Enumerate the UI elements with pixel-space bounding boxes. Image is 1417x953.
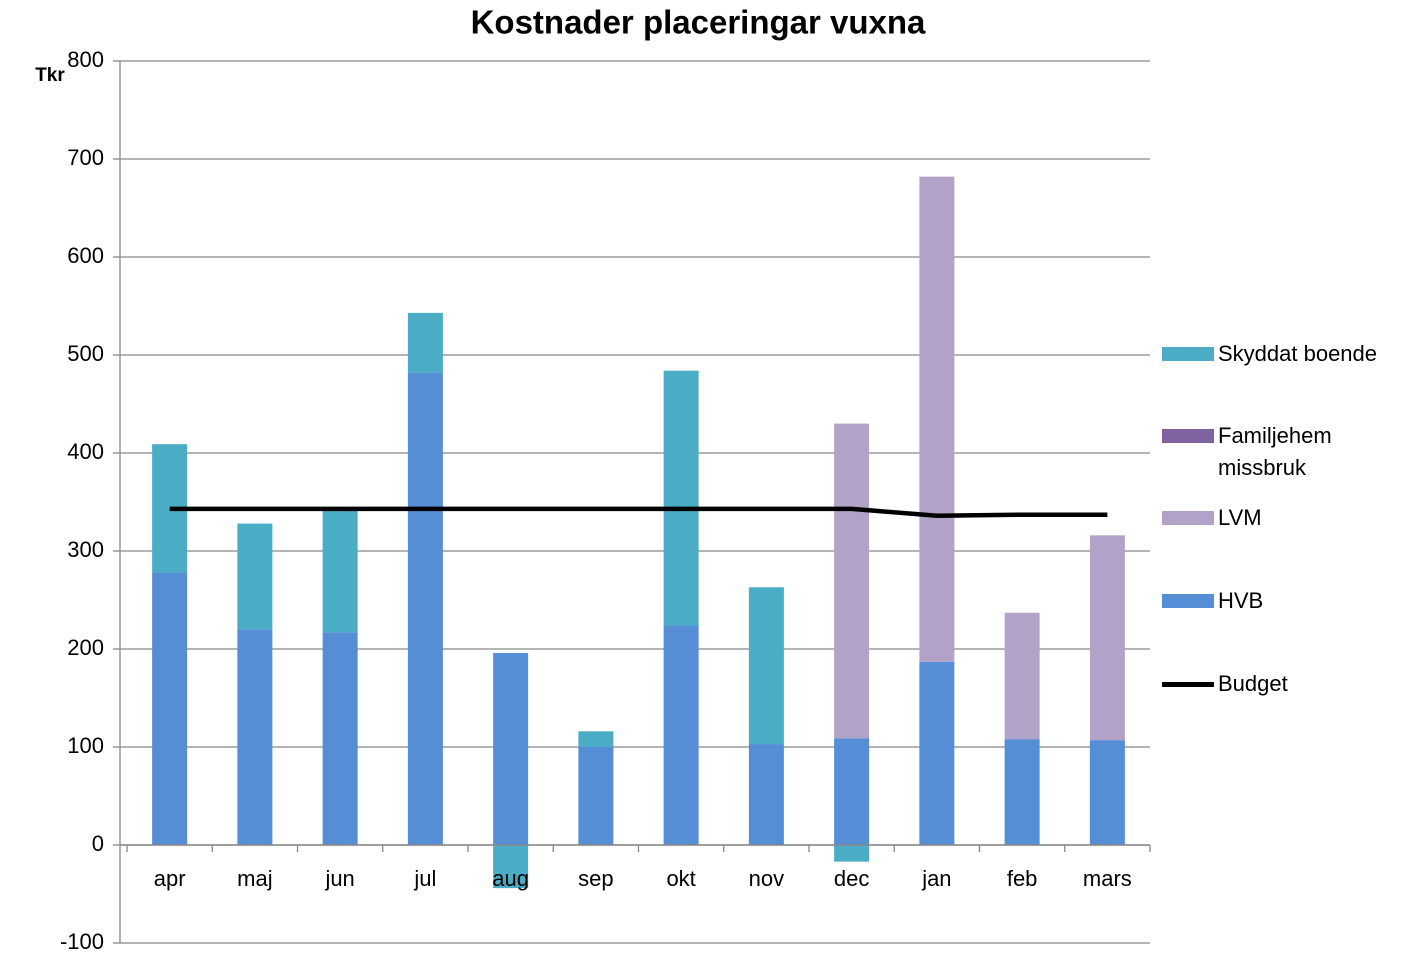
y-tick-label: 600 [67, 243, 104, 268]
bar-segment [152, 572, 188, 845]
line [169, 506, 1108, 518]
bar-segment [1089, 740, 1125, 845]
x-tick-label: mars [1083, 866, 1132, 891]
legend-item: Skyddat boende [1162, 338, 1408, 370]
legend-label: HVB [1218, 588, 1264, 613]
y-tick-label: 800 [67, 47, 104, 72]
bar-segment [237, 629, 273, 845]
bar-segment [919, 176, 955, 662]
bar-segment [407, 312, 443, 373]
x-tick-label: feb [1007, 866, 1038, 891]
y-tick-label: 300 [67, 537, 104, 562]
x-tick-label: apr [154, 866, 186, 891]
y-tick-label: 100 [67, 733, 104, 758]
bar-segment [322, 509, 358, 633]
y-tick-label: 700 [67, 145, 104, 170]
legend-label: Skyddat boende [1218, 341, 1378, 366]
bar-segment [322, 632, 358, 845]
chart-title: Kostnader placeringar vuxna [471, 4, 926, 41]
bar-segment [663, 625, 699, 845]
y-tick-label: 0 [92, 831, 104, 856]
legend-swatch [1162, 682, 1214, 687]
bar-segment [1004, 612, 1040, 740]
legend-item: HVB [1162, 585, 1408, 617]
y-tick-label: 400 [67, 439, 104, 464]
bar-segment [237, 523, 273, 630]
y-tick-label: -100 [60, 929, 104, 953]
x-tick-label: jan [921, 866, 951, 891]
legend-swatch [1162, 594, 1214, 608]
bar-segment [834, 738, 870, 845]
bar-segment [578, 747, 614, 845]
y-tick-label: 500 [67, 341, 104, 366]
x-tick-label: jul [413, 866, 436, 891]
legend-label: LVM [1218, 505, 1262, 530]
x-tick-label: dec [834, 866, 869, 891]
legend-swatch [1162, 511, 1214, 525]
x-tick-label: okt [666, 866, 695, 891]
bar-segment [493, 652, 529, 845]
bar-segment [834, 423, 870, 739]
legend-label: Budget [1218, 671, 1288, 696]
bar-segment [919, 661, 955, 845]
legend-item: LVM [1162, 502, 1408, 534]
bar-segment [578, 731, 614, 747]
y-axis-label: Tkr [35, 65, 65, 86]
x-tick-label: jun [324, 866, 354, 891]
bar-segment [407, 372, 443, 845]
bar-segment [748, 587, 784, 745]
bar-segment [493, 845, 529, 889]
x-tick-label: sep [578, 866, 613, 891]
bar-segment [663, 370, 699, 626]
bar-segment [748, 744, 784, 845]
bar-segment [1089, 535, 1125, 741]
bar-segment [834, 845, 870, 862]
legend-item: Familjehem missbruk [1162, 420, 1408, 484]
x-tick-label: nov [749, 866, 784, 891]
legend-label: Familjehem missbruk [1218, 423, 1332, 480]
bar-segment [1004, 739, 1040, 845]
x-tick-label: maj [237, 866, 272, 891]
legend-swatch [1162, 347, 1214, 361]
legend-item: Budget [1162, 668, 1408, 700]
x-tick-label: aug [492, 866, 529, 891]
legend-swatch [1162, 429, 1214, 443]
y-tick-label: 200 [67, 635, 104, 660]
